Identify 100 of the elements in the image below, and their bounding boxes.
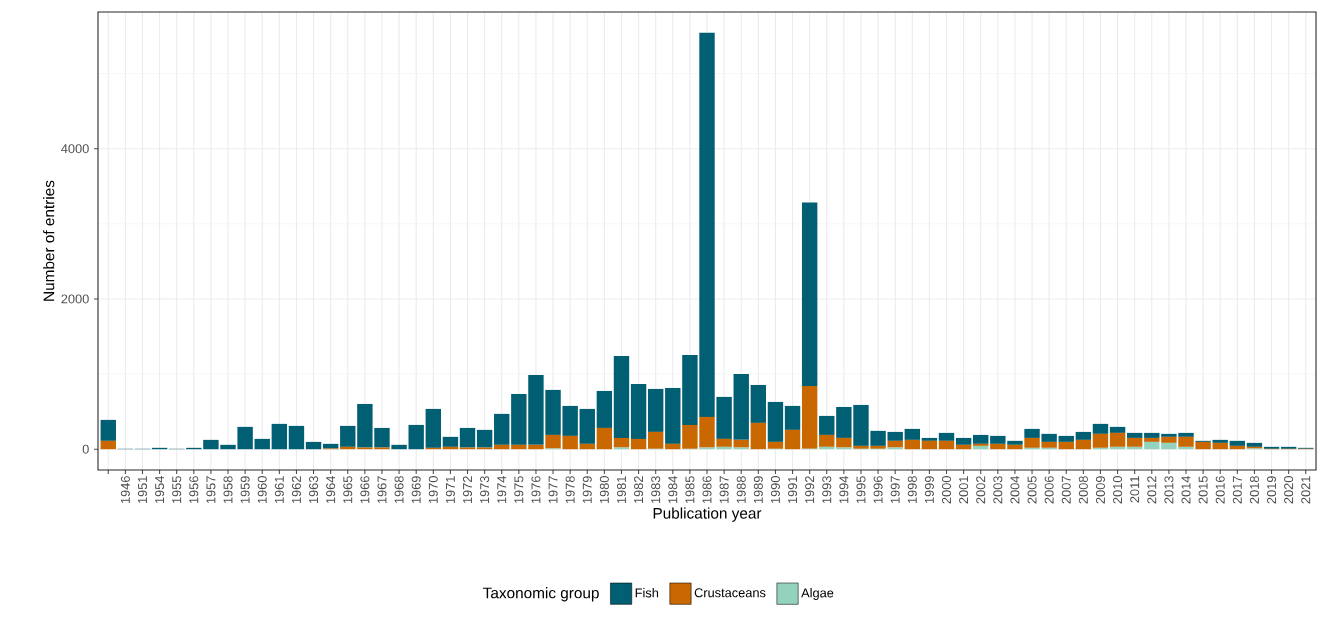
x-tick-label: 2015	[1198, 476, 1208, 504]
x-tick-label: 1966	[360, 476, 370, 504]
x-tick-label: 1989	[753, 476, 763, 504]
bar	[1126, 437, 1143, 447]
x-tick-label: 1993	[822, 476, 832, 504]
x-tick-label: 1977	[548, 476, 558, 504]
x-tick-label: 2020	[1284, 476, 1294, 504]
x-tick-label: 2016	[1215, 476, 1225, 504]
x-tick-label: 1957	[206, 476, 216, 504]
x-tick-label: 1994	[839, 475, 849, 504]
x-tick-label: 2000	[941, 476, 952, 504]
bar	[494, 413, 510, 445]
x-tick-label: 1964	[326, 475, 336, 504]
bar	[494, 444, 510, 450]
x-tick-label: 2013	[1164, 476, 1174, 504]
x-tick-label: 1963	[309, 476, 319, 504]
x-tick-label: 1968	[394, 476, 404, 504]
bar	[442, 436, 459, 447]
bar	[973, 443, 989, 446]
x-tick-label: 2004	[1010, 475, 1020, 504]
x-tick-label: 1976	[531, 476, 541, 504]
x-tick-label: 1990	[770, 476, 780, 504]
x-tick-label: 1982	[634, 476, 644, 504]
bar	[1092, 433, 1109, 448]
x-axis-title: Publication year	[653, 507, 762, 522]
bar	[1212, 439, 1228, 443]
bar	[1075, 439, 1092, 450]
x-tick-label: 2003	[993, 476, 1003, 504]
x-tick-label: 1958	[223, 476, 233, 504]
bar	[630, 438, 647, 450]
x-tick-label: 1962	[291, 476, 301, 504]
bar	[271, 423, 288, 450]
bar	[665, 387, 681, 444]
x-tick-label: 1974	[497, 475, 507, 504]
x-tick-label: 1980	[599, 476, 609, 504]
x-tick-label: 1946	[120, 476, 130, 504]
x-tick-label: 1956	[189, 476, 199, 504]
bar	[955, 444, 972, 450]
bar	[476, 429, 493, 448]
x-tick-label: 1991	[788, 476, 798, 504]
bar	[1246, 442, 1263, 447]
x-tick-label: 1986	[702, 476, 712, 504]
x-tick-label: 1954	[155, 475, 165, 504]
bar	[904, 439, 920, 450]
bar	[288, 425, 305, 450]
x-tick-label: 1973	[480, 476, 490, 504]
x-tick-label: 2008	[1078, 476, 1088, 504]
bar	[1144, 432, 1160, 438]
x-tick-label: 1978	[565, 476, 575, 504]
x-tick-label: 2009	[1095, 476, 1105, 504]
bar	[1109, 432, 1126, 447]
bar	[801, 386, 818, 449]
bar	[647, 431, 664, 449]
legend-label: Fish	[635, 588, 659, 598]
x-tick-label: 1960	[257, 476, 267, 504]
bar	[579, 443, 595, 450]
bar	[955, 437, 972, 445]
legend-label: Crustaceans	[694, 588, 766, 598]
bar	[750, 422, 767, 450]
x-tick-label: 1995	[856, 476, 866, 504]
bar	[613, 356, 630, 438]
bar	[1075, 431, 1092, 440]
x-tick-label: 1997	[890, 476, 900, 504]
bar	[630, 383, 647, 439]
x-tick-label: 1983	[651, 476, 661, 504]
bar	[767, 401, 784, 442]
x-tick-label: 1959	[240, 476, 250, 504]
y-axis-title: Number of entries	[43, 180, 55, 301]
bar	[1092, 423, 1109, 434]
x-tick-label: 1988	[736, 476, 746, 504]
legend-title: Taxonomic group	[483, 587, 599, 602]
x-tick-label: 1998	[907, 476, 917, 504]
bar	[938, 440, 955, 450]
x-tick-label: 2005	[1027, 476, 1037, 504]
x-tick-label: 1975	[514, 476, 524, 504]
bar	[613, 437, 630, 448]
bar	[1229, 440, 1246, 446]
legend-label: Algae	[801, 588, 834, 600]
x-tick-label: 1979	[582, 476, 592, 504]
bar	[733, 373, 749, 440]
x-tick-label: 2018	[1249, 476, 1259, 504]
x-tick-label: 1951	[137, 476, 148, 504]
bar	[579, 408, 595, 444]
bar	[801, 202, 818, 386]
bar	[1212, 442, 1228, 450]
x-tick-label: 1967	[377, 476, 387, 504]
x-tick-label: 2014	[1181, 475, 1191, 504]
bar	[425, 408, 441, 448]
x-tick-label: 2002	[976, 476, 986, 504]
x-tick-label: 1969	[411, 476, 421, 504]
bar	[938, 432, 955, 441]
x-tick-label: 2019	[1267, 476, 1277, 504]
bar	[733, 439, 749, 448]
x-tick-label: 1984	[668, 475, 678, 504]
bar	[596, 390, 613, 428]
x-tick-label: 2017	[1232, 476, 1242, 504]
bar	[921, 440, 938, 450]
x-tick-label: 1992	[805, 476, 815, 504]
bar	[322, 443, 339, 449]
x-tick-label: 1985	[685, 476, 695, 504]
